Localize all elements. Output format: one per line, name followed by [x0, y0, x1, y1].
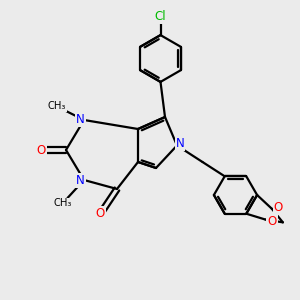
Text: CH₃: CH₃ — [54, 198, 72, 208]
Text: N: N — [76, 174, 85, 187]
Text: O: O — [267, 214, 277, 228]
Text: O: O — [37, 143, 46, 157]
Text: O: O — [274, 201, 283, 214]
Text: Cl: Cl — [155, 10, 166, 23]
Text: N: N — [176, 137, 184, 150]
Text: N: N — [76, 113, 85, 126]
Text: O: O — [96, 207, 105, 220]
Text: CH₃: CH₃ — [48, 101, 66, 111]
